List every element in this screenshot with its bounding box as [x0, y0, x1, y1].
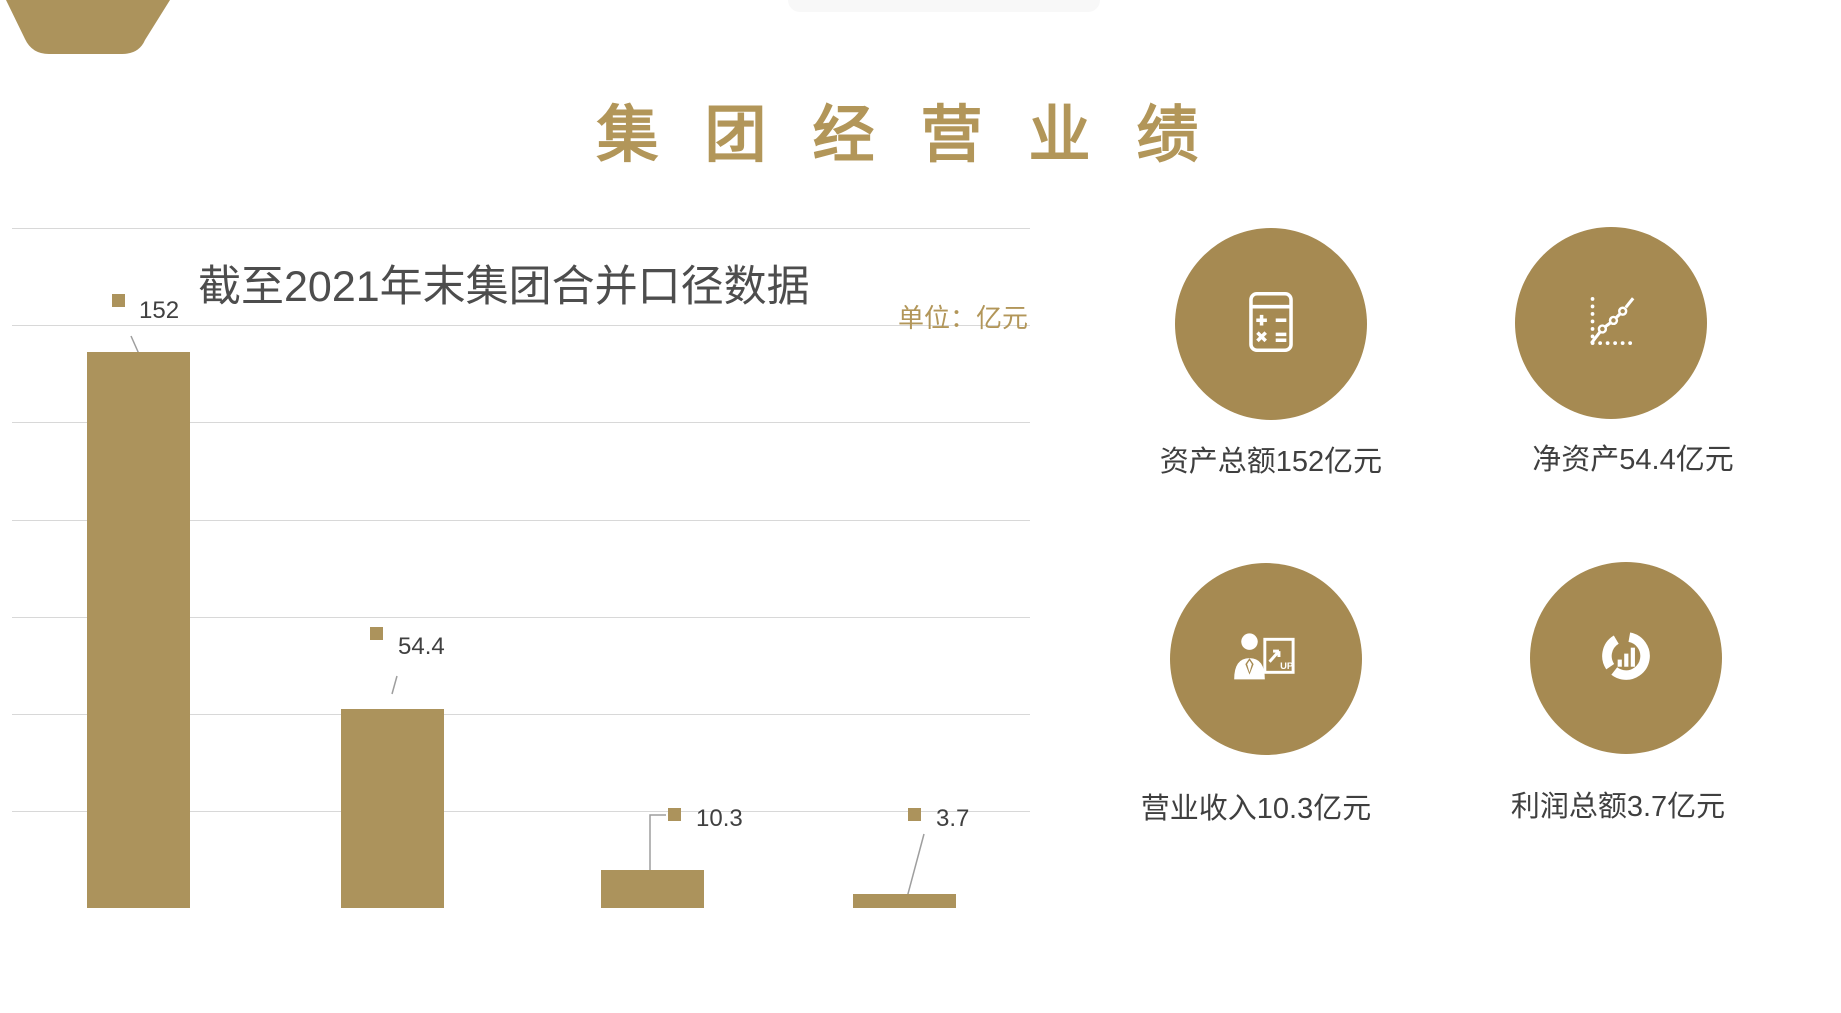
- value-marker: [112, 294, 125, 307]
- bar: [341, 709, 444, 908]
- leader-line: [391, 675, 398, 695]
- leader-line: [649, 814, 666, 871]
- bar-value-label: 10.3: [696, 805, 743, 832]
- gridline: [12, 714, 1030, 715]
- svg-text:UP: UP: [1280, 659, 1293, 670]
- stat-circle: [1175, 228, 1367, 420]
- bar: [853, 894, 956, 908]
- stat-label: 利润总额3.7亿元: [1510, 791, 1726, 823]
- corner-ribbon-shape: [6, 0, 170, 54]
- stat-circle: UP: [1170, 563, 1362, 755]
- stat-card: UP 营业收入10.3亿元: [1141, 563, 1371, 825]
- page-title: 集团经营业绩: [596, 101, 1245, 170]
- gridline: [12, 811, 1030, 812]
- stat-label: 营业收入10.3亿元: [1140, 793, 1372, 825]
- unit-label: 单位：亿元: [897, 303, 1028, 333]
- trend-chart-icon: [1579, 289, 1643, 358]
- gridline: [12, 325, 1030, 326]
- performance-bar-chart: 截至2021年末集团合并口径数据 单位：亿元 152 54.4 10.3 3.7: [12, 228, 1030, 908]
- gridline: [12, 422, 1030, 423]
- stat-circle: [1530, 562, 1722, 754]
- stat-card: 净资产54.4亿元: [1515, 227, 1734, 476]
- chart-title: 截至2021年末集团合并口径数据: [198, 263, 810, 311]
- calculator-icon: [1242, 289, 1300, 360]
- stat-label: 净资产54.4亿元: [1532, 444, 1734, 476]
- bar-value-label: 3.7: [936, 805, 970, 832]
- bar: [601, 870, 704, 908]
- bar-value-label: 152: [139, 297, 180, 324]
- gridline: [12, 228, 1030, 229]
- stat-label: 资产总额152亿元: [1159, 446, 1383, 478]
- gridline: [12, 617, 1030, 618]
- value-marker: [908, 808, 921, 821]
- stat-circle: [1515, 227, 1707, 419]
- bar-value-label: 54.4: [398, 633, 445, 660]
- value-marker: [370, 627, 383, 640]
- gridline: [12, 520, 1030, 521]
- top-tab-shape: [788, 0, 1100, 12]
- presenter-chart-icon: UP: [1233, 629, 1299, 690]
- value-marker: [668, 808, 681, 821]
- stat-card: 利润总额3.7亿元: [1511, 562, 1725, 823]
- stat-card: 资产总额152亿元: [1160, 228, 1382, 478]
- bar: [87, 352, 190, 908]
- donut-chart-icon: [1595, 625, 1657, 692]
